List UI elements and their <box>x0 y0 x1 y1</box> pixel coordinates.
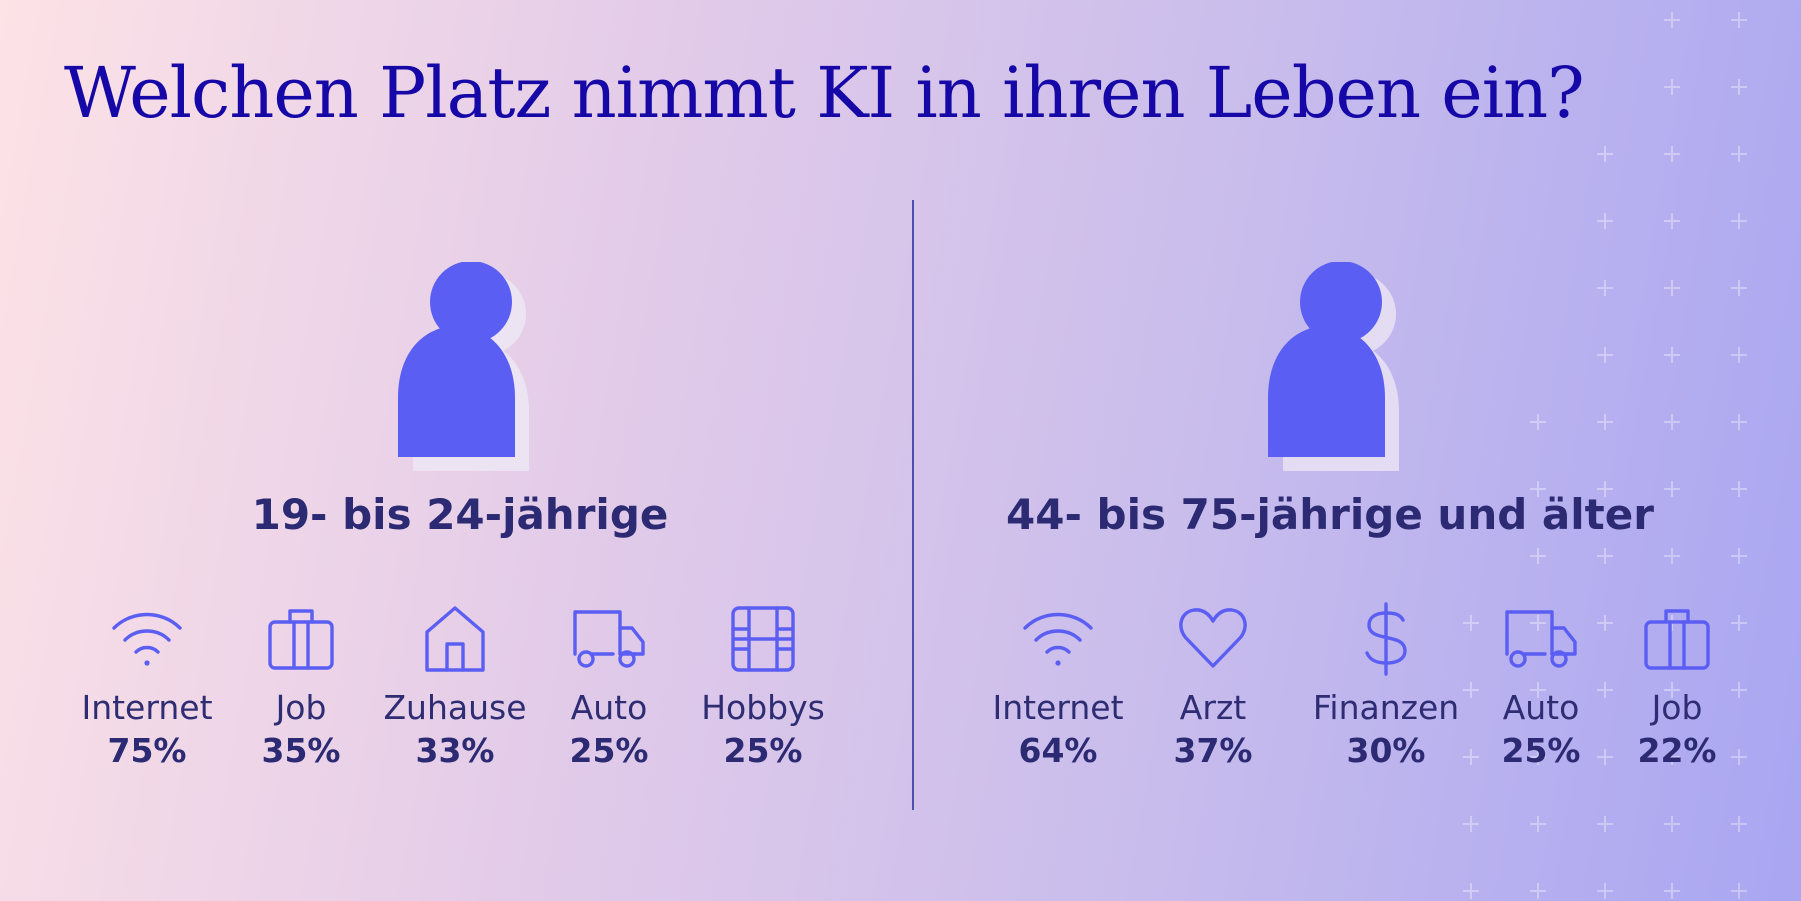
group-label: 19- bis 24-jährige <box>251 490 669 539</box>
category-percent: 25% <box>569 731 649 770</box>
category-internet: Internet 64% <box>983 602 1133 770</box>
category-percent: 30% <box>1346 731 1426 770</box>
group-divider <box>912 200 914 810</box>
category-name: Arzt <box>1179 688 1247 727</box>
category-name: Hobbys <box>701 688 825 727</box>
wifi-icon <box>110 602 184 676</box>
category-zuhause: Zuhause 33% <box>380 602 530 770</box>
truck-icon <box>1504 602 1578 676</box>
category-name: Auto <box>1502 688 1580 727</box>
category-name: Zuhause <box>383 688 527 727</box>
category-percent: 37% <box>1173 731 1253 770</box>
category-auto: Auto 25% <box>1466 602 1616 770</box>
category-auto: Auto 25% <box>534 602 684 770</box>
film-icon <box>726 602 800 676</box>
dollar-icon <box>1349 602 1423 676</box>
category-name: Finanzen <box>1312 688 1460 727</box>
house-icon <box>418 602 492 676</box>
category-arzt: Arzt 37% <box>1138 602 1288 770</box>
category-name: Internet <box>992 688 1124 727</box>
category-finanzen: Finanzen 30% <box>1311 602 1461 770</box>
category-percent: 22% <box>1637 731 1717 770</box>
page-title: Welchen Platz nimmt KI in ihren Leben ei… <box>64 52 1585 134</box>
group-panel-young: 19- bis 24-jährige Internet 75% Job 35% … <box>70 250 850 810</box>
category-name: Job <box>275 688 327 727</box>
person-icon <box>1268 262 1399 471</box>
wifi-icon <box>1021 602 1095 676</box>
category-job: Job 22% <box>1602 602 1752 770</box>
briefcase-icon <box>1640 602 1714 676</box>
person-icon <box>398 262 529 471</box>
group-panel-senior: 44- bis 75-jährige und älter Internet 64… <box>940 250 1720 810</box>
category-job: Job 35% <box>226 602 376 770</box>
category-percent: 75% <box>107 731 187 770</box>
briefcase-icon <box>264 602 338 676</box>
category-hobbys: Hobbys 25% <box>688 602 838 770</box>
group-label: 44- bis 75-jährige und älter <box>1006 490 1654 539</box>
heart-icon <box>1176 602 1250 676</box>
category-percent: 33% <box>415 731 495 770</box>
category-name: Internet <box>81 688 213 727</box>
category-percent: 35% <box>261 731 341 770</box>
category-percent: 25% <box>1501 731 1581 770</box>
category-name: Auto <box>570 688 648 727</box>
truck-icon <box>572 602 646 676</box>
category-percent: 25% <box>723 731 803 770</box>
category-internet: Internet 75% <box>72 602 222 770</box>
category-name: Job <box>1651 688 1703 727</box>
category-percent: 64% <box>1018 731 1098 770</box>
